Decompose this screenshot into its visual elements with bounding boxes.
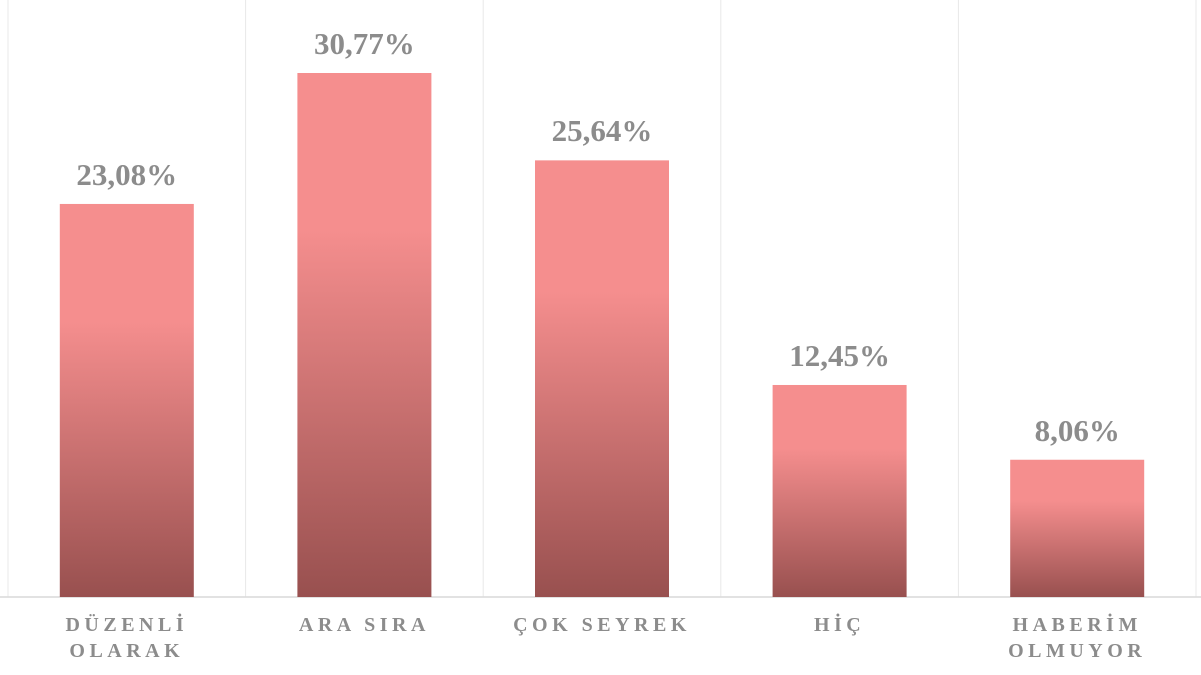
value-label: 30,77% [314, 26, 415, 61]
x-tick-label: ARA SIRA [298, 614, 430, 636]
bar [772, 384, 907, 597]
bar [535, 160, 669, 598]
x-tick-label: HABERİM OLMUYOR [1008, 614, 1147, 662]
value-label: 8,06% [1034, 412, 1120, 448]
bar [1010, 459, 1145, 597]
value-label: 23,08% [76, 156, 178, 192]
value-label: 12,45% [789, 337, 890, 373]
bar [59, 203, 194, 597]
x-tick-label: DÜZENLİ OLARAK [65, 614, 189, 662]
value-label: 25,64% [551, 113, 653, 149]
x-tick-label: HİÇ [813, 614, 866, 636]
bar [297, 73, 432, 597]
x-tick-label: ÇOK SEYREK [513, 614, 691, 636]
